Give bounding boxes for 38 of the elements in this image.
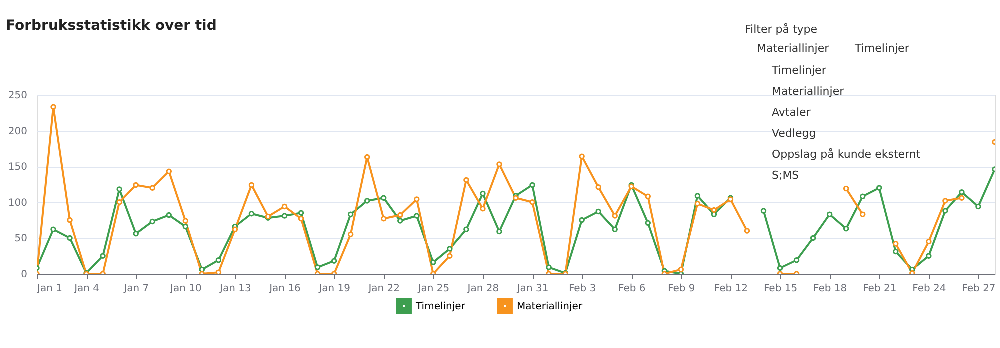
chart-title: Forbruksstatistikk over tid — [6, 18, 217, 34]
y-tick-label: 150 — [8, 162, 28, 174]
y-tick-label: 200 — [8, 126, 28, 138]
y-tick-label: 0 — [21, 270, 28, 280]
x-tick-label: Feb 3 — [568, 284, 596, 294]
annotation: Materiallinjer — [772, 85, 845, 98]
x-tick-label: Feb 12 — [714, 284, 748, 294]
x-tick-label: Feb 15 — [764, 284, 798, 294]
x-tick-label: Feb 27 — [962, 284, 996, 294]
x-tick-label: Feb 24 — [912, 284, 946, 294]
legend-label: Materiallinjer — [517, 301, 584, 312]
x-tick-label: Feb 9 — [668, 284, 696, 294]
x-tick-label: Jan 28 — [466, 284, 500, 294]
y-tick-label: 50 — [14, 234, 28, 245]
x-tick-label: Feb 6 — [618, 284, 646, 294]
y-tick-label: 250 — [8, 90, 28, 102]
x-tick-label: Jan 7 — [123, 284, 150, 294]
text: Timelinjer — [771, 64, 827, 77]
text: Materiallinjer — [757, 42, 830, 55]
annotation: Avtaler — [772, 106, 812, 119]
x-tick-label: Jan 16 — [268, 284, 301, 294]
y-tick-label: 100 — [8, 198, 28, 209]
text: Timelinjer — [854, 42, 910, 55]
x-tick-label: Jan 19 — [318, 284, 350, 294]
x-tick-label: Jan 4 — [74, 284, 100, 294]
x-tick-label: Jan 10 — [169, 284, 202, 294]
x-tick-label: Jan 31 — [516, 284, 549, 294]
x-tick-label: Jan 1 — [36, 284, 62, 294]
x-tick-label: Jan 25 — [417, 284, 450, 294]
text: Filter på type — [745, 23, 818, 36]
x-tick-label: Jan 13 — [219, 284, 252, 294]
legend-label: Timelinjer — [415, 301, 466, 312]
annotation: Vedlegg — [772, 127, 816, 140]
annotation: Oppslag på kunde eksternt — [772, 148, 922, 161]
annotation: S;MS — [772, 169, 800, 182]
x-tick-label: Feb 18 — [814, 284, 848, 294]
x-tick-label: Feb 21 — [863, 284, 897, 294]
x-tick-label: Jan 22 — [368, 284, 400, 294]
